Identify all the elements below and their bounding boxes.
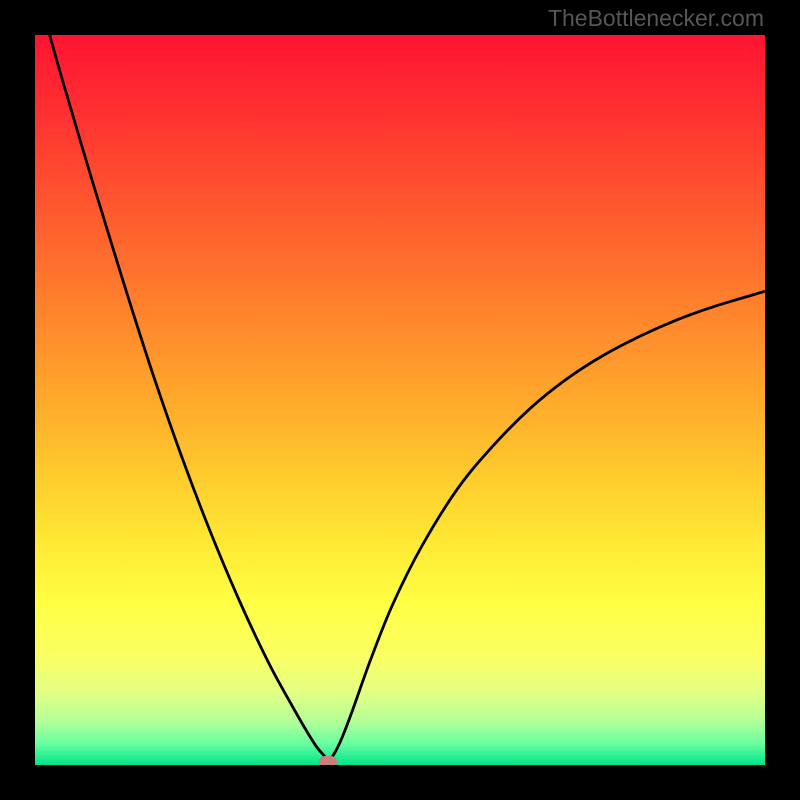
gradient-background xyxy=(35,35,765,765)
frame-right xyxy=(765,0,800,800)
frame-left xyxy=(0,0,35,800)
frame-bottom xyxy=(0,765,800,800)
watermark-text: TheBottlenecker.com xyxy=(548,5,764,32)
bottleneck-chart xyxy=(35,35,765,765)
